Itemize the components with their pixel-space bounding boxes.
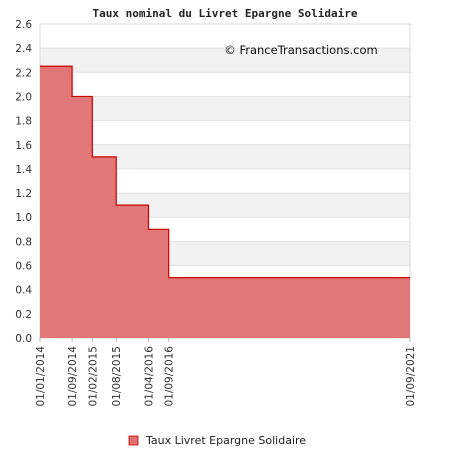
- y-tick-label: 2.6: [15, 19, 32, 31]
- y-tick-label: 0.0: [15, 333, 32, 345]
- x-tick-label: 01/08/2015: [111, 346, 123, 407]
- grid-band: [40, 120, 410, 145]
- x-tick-label: 01/02/2015: [87, 346, 99, 407]
- x-tick-label: 01/04/2016: [143, 346, 155, 407]
- legend-swatch: [128, 435, 139, 446]
- series-area: [40, 65, 410, 339]
- y-tick-label: 2.2: [15, 67, 32, 79]
- x-tick-label: 01/09/2016: [164, 346, 176, 407]
- y-tick-label: 0.2: [15, 309, 32, 321]
- y-tick-label: 1.2: [15, 188, 32, 200]
- grid-band: [40, 96, 410, 121]
- series-line: [40, 65, 410, 279]
- credit-text: © FranceTransactions.com: [224, 43, 377, 57]
- y-tick-label: 1.8: [15, 116, 32, 128]
- grid-band: [40, 24, 410, 49]
- x-axis: 01/01/2014 01/09/2014 01/02/2015 01/08/2015…: [35, 338, 417, 407]
- y-tick-label: 0.6: [15, 261, 32, 273]
- grid-band: [40, 72, 410, 97]
- x-tick-label: 01/09/2014: [67, 346, 79, 407]
- y-tick-label: 0.4: [15, 285, 32, 297]
- x-tick-label: 01/09/2021: [405, 346, 417, 407]
- y-tick-label: 2.4: [15, 43, 32, 55]
- y-tick-label: 0.8: [15, 236, 32, 248]
- y-tick-label: 1.0: [15, 212, 32, 224]
- y-tick-label: 2.0: [15, 91, 32, 103]
- grid-band: [40, 48, 410, 73]
- legend: Taux Livret Epargne Solidaire: [128, 434, 306, 447]
- y-axis: 0.0 0.2 0.4 0.6 0.8 1.0 1.2 1.4 1.6 1.8 2.0 2.2 2.4 2…: [15, 19, 32, 345]
- series-fill: [40, 66, 410, 339]
- x-tick-label: 01/01/2014: [35, 346, 47, 407]
- y-tick-label: 1.4: [15, 164, 32, 176]
- chart-title: Taux nominal du Livret Epargne Solidaire: [93, 7, 358, 20]
- legend-label: Taux Livret Epargne Solidaire: [145, 434, 306, 447]
- y-tick-label: 1.6: [15, 140, 32, 152]
